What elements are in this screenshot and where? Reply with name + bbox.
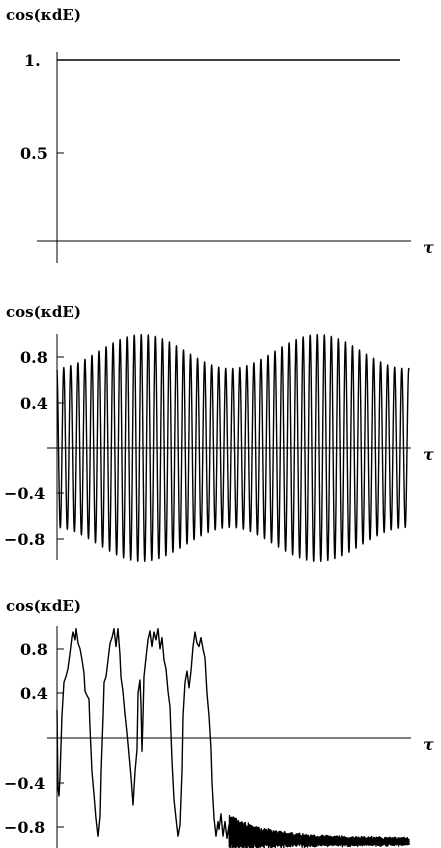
panel-3: cos(κdE) 0.8 0.4 −0.4 −0.8 τ — [4, 597, 434, 848]
panel-3-series-line — [56, 628, 410, 848]
panel-2-ytick-label: −0.8 — [4, 530, 45, 549]
panel-2-ytick-label: −0.4 — [4, 484, 45, 503]
panel-1-xlabel: τ — [423, 238, 434, 257]
panel-3-ytick-label: −0.8 — [4, 818, 45, 837]
panel-1: cos(κdE) 1. 0.5 τ — [6, 6, 434, 263]
panel-2-ylabel: cos(κdE) — [6, 303, 81, 321]
panel-1-ylabel: cos(κdE) — [6, 6, 81, 24]
panel-3-xlabel: τ — [423, 735, 434, 754]
panel-3-ytick-label: 0.8 — [20, 640, 48, 659]
panel-1-ytick-label: 1. — [24, 51, 41, 70]
panel-3-ytick-label: 0.4 — [20, 684, 48, 703]
panel-2: cos(κdE) 0.8 0.4 −0.4 −0.8 τ — [4, 303, 434, 563]
panel-3-ylabel: cos(κdE) — [6, 597, 81, 615]
panel-2-series-line — [56, 333, 410, 563]
panel-2-ytick-label: 0.4 — [20, 394, 48, 413]
panel-2-xlabel: τ — [423, 445, 434, 464]
panel-3-ytick-label: −0.4 — [4, 774, 45, 793]
panel-1-ytick-label: 0.5 — [20, 144, 48, 163]
panel-2-ytick-label: 0.8 — [20, 348, 48, 367]
